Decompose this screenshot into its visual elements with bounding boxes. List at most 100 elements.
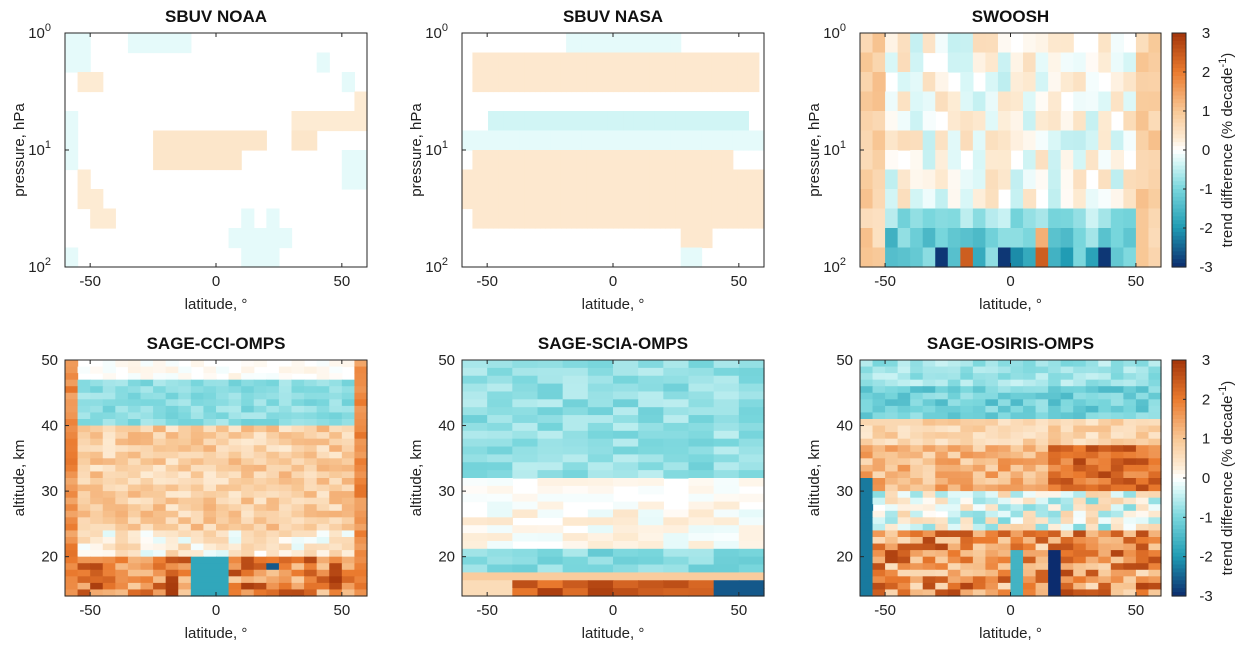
heatmap-cell (1073, 425, 1087, 433)
heatmap-cell (1073, 543, 1087, 551)
heatmap-cell (872, 189, 886, 210)
heatmap-cell (228, 550, 242, 558)
heatmap-cell (722, 208, 729, 229)
heatmap-cell (487, 493, 513, 503)
heatmap-cell (329, 556, 343, 564)
heatmap-cell (512, 556, 539, 566)
heatmap-cell (487, 383, 513, 393)
heatmap-cell (587, 525, 614, 534)
heatmap-cell (190, 484, 205, 492)
heatmap-cell (688, 462, 715, 471)
colorbar-segment (1172, 60, 1186, 65)
heatmap-cell (960, 582, 974, 591)
colorbar-segment (1172, 192, 1186, 198)
heatmap-cell (738, 438, 765, 448)
heatmap-cell (706, 150, 713, 171)
x-tick-label: -50 (874, 602, 896, 619)
heatmap-cell (216, 392, 230, 400)
heatmap-cell (613, 383, 639, 393)
heatmap-cell (1060, 569, 1074, 577)
heatmap-cell (947, 366, 961, 374)
heatmap-cell (670, 72, 677, 93)
colorbar-segment (1172, 564, 1186, 570)
heatmap-cell (115, 451, 129, 459)
heatmap-cell (872, 471, 886, 479)
heatmap-cell (1098, 478, 1112, 486)
heatmap-cell (659, 208, 666, 229)
heatmap-cell (571, 72, 578, 93)
heatmap-cell (872, 373, 886, 381)
heatmap-cell (685, 247, 692, 268)
y-tick-label: 30 (438, 483, 455, 500)
heatmap-cell (512, 399, 539, 408)
heatmap-cell (685, 52, 692, 73)
heatmap-cell (910, 451, 924, 459)
heatmap-cell (743, 111, 749, 132)
heatmap-cell (354, 589, 368, 597)
heatmap-cell (910, 360, 924, 368)
heatmap-cell (1048, 445, 1062, 453)
heatmap-cell (241, 543, 255, 551)
heatmap-cell (537, 501, 564, 511)
heatmap-cell (566, 189, 572, 210)
heatmap-cell (922, 537, 936, 545)
heatmap-cell (228, 537, 242, 545)
heatmap-cell (872, 484, 886, 492)
heatmap-cell (885, 491, 899, 499)
heatmap-cell (922, 569, 936, 577)
heatmap-cell (190, 589, 205, 597)
heatmap-cell (1148, 582, 1162, 591)
heatmap-cell (190, 491, 205, 499)
heatmap-cell (228, 484, 242, 492)
heatmap-cell (1148, 451, 1162, 459)
colorbar-segment (1172, 150, 1186, 155)
heatmap-cell (972, 33, 987, 54)
heatmap-cell (487, 446, 513, 455)
heatmap-cell (947, 556, 961, 564)
heatmap-cell (997, 478, 1012, 486)
heatmap-cell (972, 432, 987, 440)
heatmap-cell (910, 530, 924, 538)
heatmap-cell (663, 572, 690, 581)
colorbar-tick-label: 0 (1202, 470, 1210, 487)
heatmap-cell (947, 464, 961, 473)
heatmap-cell (560, 72, 567, 93)
heatmap-cell (1085, 360, 1099, 368)
heatmap-cell (985, 451, 999, 459)
heatmap-cell (329, 589, 343, 597)
heatmap-cell (178, 412, 192, 420)
heatmap-cell (1110, 517, 1124, 525)
heatmap-cell (140, 504, 154, 512)
heatmap-cell (278, 425, 293, 433)
heatmap-cell (341, 576, 356, 584)
heatmap-cell (738, 383, 765, 393)
heatmap-cell (1035, 543, 1049, 551)
heatmap-cell (65, 425, 79, 433)
heatmap-cell (178, 130, 192, 151)
heatmap-cell (897, 52, 911, 73)
heatmap-cell (519, 111, 526, 132)
heatmap-cell (738, 556, 765, 566)
colorbar-segment (1172, 91, 1186, 96)
heatmap-cell (922, 111, 936, 132)
heatmap-cell (935, 589, 949, 597)
heatmap-cell (860, 556, 874, 564)
heatmap-cell (644, 33, 651, 54)
heatmap-cell (354, 510, 368, 518)
heatmap-cell (503, 130, 510, 151)
heatmap-cell (562, 517, 589, 526)
colorbar-segment (1172, 114, 1186, 120)
heatmap-cell (65, 399, 79, 407)
heatmap-cell (482, 150, 489, 171)
heatmap-cell (291, 392, 305, 400)
heatmap-cell (216, 576, 230, 584)
heatmap-cell (341, 451, 356, 459)
x-tick-label: 0 (1006, 273, 1014, 290)
heatmap-cell (165, 379, 179, 387)
heatmap-cell (341, 412, 356, 420)
heatmap-cell (644, 169, 651, 190)
heatmap-cell (717, 130, 723, 151)
heatmap-cell (985, 130, 999, 151)
heatmap-cell (860, 111, 874, 132)
heatmap-cell (140, 451, 154, 459)
